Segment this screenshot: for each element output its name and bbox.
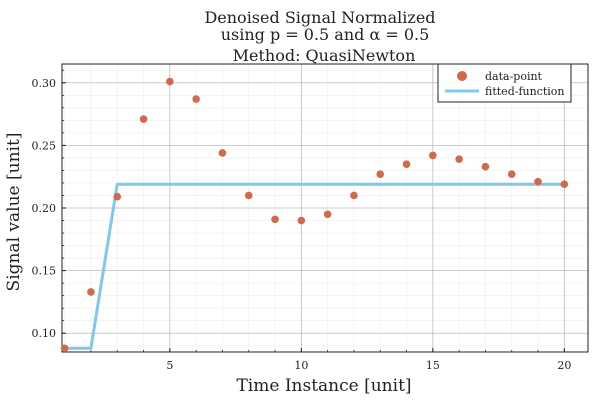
- fitted-function-line: [62, 182, 565, 350]
- legend-label-fitted-function: fitted-function: [485, 85, 565, 98]
- data-point: [297, 216, 306, 225]
- y-axis-label: Signal value [unit]: [4, 133, 24, 292]
- data-point: [166, 77, 174, 86]
- data-point: [87, 288, 95, 296]
- legend-marker-data-point: [457, 71, 467, 81]
- data-point: [244, 191, 253, 200]
- x-tick-label: 20: [557, 359, 571, 372]
- data-point-series: [60, 77, 569, 353]
- legend: data-point fitted-function: [437, 63, 572, 103]
- plot-area: 5 10 15 20 0.10 0.15 0.20 0.25 0.30: [32, 63, 589, 372]
- data-point: [560, 180, 569, 189]
- y-tick-label: 0.20: [32, 202, 57, 215]
- x-axis-label: Time Instance [unit]: [236, 376, 411, 396]
- data-point: [139, 115, 148, 123]
- data-point: [113, 192, 122, 201]
- legend-label-data-point: data-point: [485, 70, 543, 83]
- legend-box: [437, 63, 572, 103]
- data-point: [192, 95, 200, 103]
- y-tick-label: 0.15: [32, 265, 57, 278]
- chart-title-line-3: Method: QuasiNewton: [233, 46, 416, 65]
- chart-title-line-1: Denoised Signal Normalized: [204, 8, 435, 27]
- y-tick-label: 0.25: [32, 139, 57, 152]
- data-point: [534, 177, 542, 186]
- data-point: [350, 191, 358, 200]
- data-point: [271, 215, 279, 224]
- data-point: [218, 149, 227, 157]
- data-point: [323, 210, 332, 219]
- data-point: [481, 162, 490, 171]
- axis-ticks: 5 10 15 20 0.10 0.15 0.20 0.25 0.30: [32, 69, 571, 372]
- x-tick-label: 10: [294, 359, 308, 372]
- fitted-function-series: [62, 182, 565, 350]
- data-point: [60, 344, 69, 353]
- y-tick-label: 0.30: [32, 77, 57, 90]
- x-tick-label: 5: [166, 359, 173, 372]
- data-point: [429, 151, 437, 160]
- y-tick-label: 0.10: [32, 327, 57, 340]
- chart-title-line-2: using p = 0.5 and α = 0.5: [221, 25, 430, 44]
- x-tick-label: 15: [426, 359, 440, 372]
- data-point: [402, 160, 411, 168]
- data-point: [376, 170, 385, 178]
- data-point: [507, 170, 516, 178]
- data-point: [455, 155, 463, 163]
